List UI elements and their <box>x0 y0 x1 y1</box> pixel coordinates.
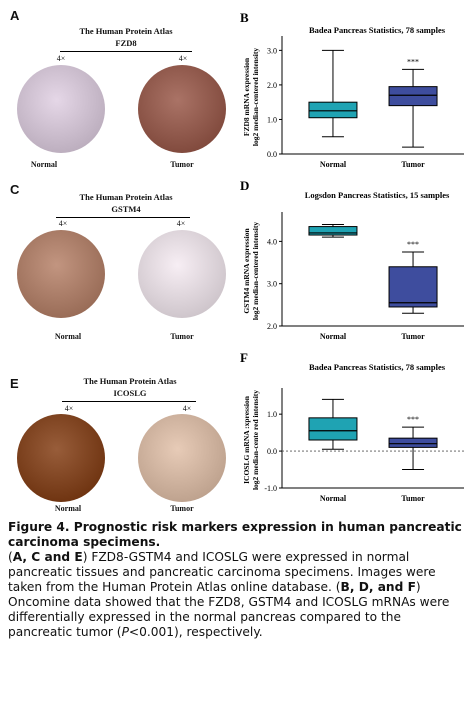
box-tumor <box>388 437 438 448</box>
caption-part: ) FZD8-GSTM4 and ICOSLG were expressed i… <box>8 550 436 594</box>
box-tumor <box>388 266 438 308</box>
y-tick-label: 3.0 <box>267 280 277 289</box>
y-axis-label: FZD8 mRNA expression log2 median-centered… <box>242 48 260 146</box>
y-tick-label: 0.0 <box>267 447 277 456</box>
tissue-image-tumor <box>138 230 226 318</box>
y-tick-label: 1.0 <box>267 410 277 419</box>
panel-letter: C <box>10 182 20 197</box>
y-tick-label: 3.0 <box>267 46 277 55</box>
gene-label: GSTM4 <box>111 204 141 214</box>
significance-marker: *** <box>407 240 419 249</box>
x-tick-label: Tumor <box>401 494 425 503</box>
hpa-title: The Human Protein Atlas <box>83 376 177 386</box>
panel-letter: F <box>240 350 248 365</box>
tissue-image-normal <box>17 65 105 153</box>
header-rule <box>62 401 196 402</box>
chart-d: D Logsdon Pancreas Statistics, 15 samples… <box>240 178 464 341</box>
panel-a: A The Human Protein Atlas FZD8 4× 4× Nor… <box>0 0 236 172</box>
magnification-left: 4× <box>56 54 66 63</box>
box-normal <box>308 417 358 441</box>
significance-marker: *** <box>407 57 419 66</box>
box-normal <box>308 101 358 119</box>
caption-body: (A, C and E) FZD8-GSTM4 and ICOSLG were … <box>8 550 466 640</box>
y-label-line2: log2 median-centered intensity <box>251 48 260 146</box>
significance-marker: *** <box>407 415 419 424</box>
x-tick-label: Normal <box>320 332 347 341</box>
header-rule <box>56 217 190 218</box>
panel-letter: E <box>10 376 19 391</box>
tissue-image-normal <box>17 230 105 318</box>
panel-c: C The Human Protein Atlas GSTM4 4× 4× No… <box>0 176 236 348</box>
x-tick-label: Tumor <box>401 332 425 341</box>
panel-e: E The Human Protein Atlas ICOSLG 4× 4× N… <box>0 348 236 520</box>
label-tumor: Tumor <box>170 504 194 513</box>
caption-panel-ref: A, C and E <box>12 550 83 564</box>
caption-part: ) Oncomine data showed that the FZD8, GS… <box>8 580 450 639</box>
magnification-left: 4× <box>64 404 74 413</box>
box-tumor <box>388 86 438 107</box>
label-tumor: Tumor <box>170 160 194 169</box>
tissue-image-tumor <box>138 65 226 153</box>
panel-letter: B <box>240 10 249 25</box>
caption-p-symbol: P <box>121 625 129 639</box>
magnification-left: 4× <box>58 219 68 228</box>
hpa-title: The Human Protein Atlas <box>79 26 173 36</box>
y-tick-label: -1.0 <box>264 484 277 493</box>
caption-panel-ref: B, D, and F <box>340 580 416 594</box>
y-tick-label: 0.0 <box>267 150 277 159</box>
header-rule <box>60 51 192 52</box>
label-tumor: Tumor <box>170 332 194 341</box>
x-tick-label: Tumor <box>401 160 425 169</box>
y-tick-label: 1.0 <box>267 115 277 124</box>
y-label-line1: ICOSLG mRNA :xpression <box>242 395 251 484</box>
x-tick-label: Normal <box>320 160 347 169</box>
y-axis-label: GSTM4 mRNA expression log2 median-centere… <box>242 222 260 320</box>
caption-part: ( <box>8 550 13 564</box>
x-tick-label: Normal <box>320 494 347 503</box>
label-normal: Normal <box>30 160 58 169</box>
y-tick-label: 4.0 <box>267 237 277 246</box>
caption-part: <0.001), respectively. <box>128 625 263 639</box>
tissue-image-tumor <box>138 414 226 502</box>
magnification-right: 4× <box>182 404 192 413</box>
label-normal: Normal <box>54 504 82 513</box>
figure-caption: Figure 4. Prognostic risk markers expres… <box>8 520 466 640</box>
panel-letter: D <box>240 178 249 193</box>
chart-f: F Badea Pancreas Statistics, 78 samples -1… <box>240 350 464 503</box>
chart-title: Badea Pancreas Statistics, 78 samples <box>309 362 446 372</box>
y-axis-label: ICOSLG mRNA :xpression log2 median-cente … <box>242 390 260 490</box>
magnification-right: 4× <box>178 54 188 63</box>
box-normal <box>308 226 358 236</box>
y-label-line1: FZD8 mRNA expression <box>242 57 251 136</box>
hpa-title: The Human Protein Atlas <box>79 192 173 202</box>
gene-label: FZD8 <box>115 38 137 48</box>
caption-title: Figure 4. Prognostic risk markers expres… <box>8 520 462 549</box>
chart-b: B Badea Pancreas Statistics, 78 samples 0.… <box>240 10 464 169</box>
label-normal: Normal <box>54 332 82 341</box>
y-label-line2: log2 median-centered intensity <box>251 222 260 320</box>
tissue-image-normal <box>17 414 105 502</box>
magnification-right: 4× <box>176 219 186 228</box>
gene-label: ICOSLG <box>113 388 147 398</box>
chart-title: Logsdon Pancreas Statistics, 15 samples <box>305 190 450 200</box>
panel-letter: A <box>10 8 20 23</box>
y-label-line2: log2 median-cente red intensity <box>251 390 260 490</box>
chart-title: Badea Pancreas Statistics, 78 samples <box>309 25 446 35</box>
y-tick-label: 2.0 <box>267 81 277 90</box>
y-tick-label: 2.0 <box>267 322 277 331</box>
y-label-line1: GSTM4 mRNA expression <box>242 228 251 314</box>
